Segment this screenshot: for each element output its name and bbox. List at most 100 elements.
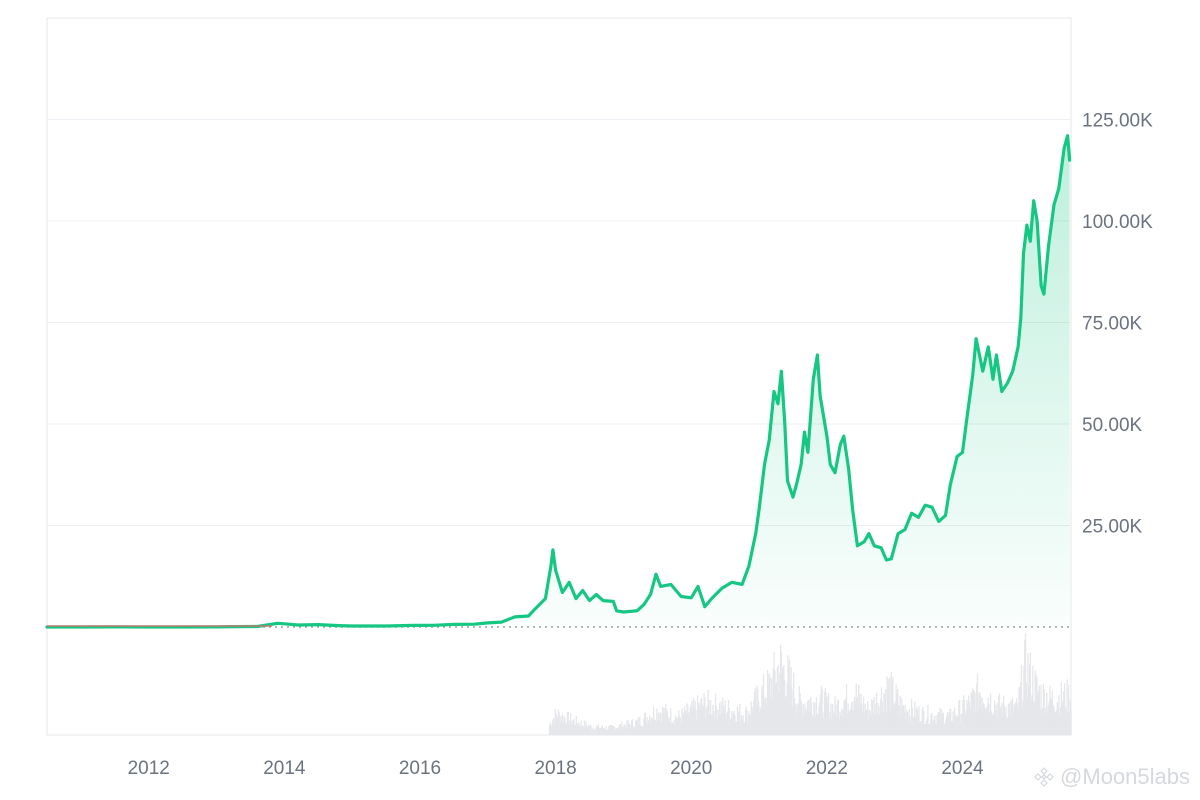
volume-bar <box>626 724 629 735</box>
volume-bar <box>631 719 634 735</box>
volume-bar <box>765 698 767 735</box>
volume-bar <box>690 704 692 735</box>
volume-bar <box>1069 699 1071 735</box>
volume-bar <box>668 717 670 735</box>
volume-bar <box>736 706 739 735</box>
price-line <box>45 134 1072 629</box>
volume-bar <box>1035 674 1037 735</box>
volume-bar <box>806 701 809 735</box>
volume-bar <box>701 697 703 735</box>
x-tick-label: 2018 <box>534 758 576 779</box>
volume-bar <box>871 700 874 735</box>
volume-bar <box>609 724 612 735</box>
volume-bar <box>954 707 956 735</box>
volume-bar <box>1068 712 1071 735</box>
volume-bar <box>1007 703 1010 735</box>
volume-bar <box>642 726 644 735</box>
volume-bar <box>631 720 633 735</box>
volume-bar <box>985 708 987 735</box>
volume-bar <box>888 679 890 735</box>
binance-diamond-icon <box>1034 767 1054 787</box>
volume-bar <box>886 676 888 735</box>
volume-bar <box>679 716 681 735</box>
volume-bar <box>630 727 632 735</box>
volume-bar <box>867 701 869 735</box>
volume-bar <box>731 716 734 735</box>
volume-bar <box>813 701 815 735</box>
volume-bar <box>638 725 640 735</box>
volume-bar <box>893 705 895 735</box>
volume-bar <box>796 713 798 735</box>
volume-bar <box>810 702 813 735</box>
volume-bar <box>754 688 757 735</box>
volume-bar <box>646 717 648 735</box>
volume-bar <box>898 706 901 735</box>
volume-bar <box>648 720 650 735</box>
volume-bar <box>582 725 584 735</box>
volume-bar <box>1033 703 1036 735</box>
volume-bar <box>934 723 936 735</box>
volume-bar <box>793 697 796 735</box>
volume-bar <box>600 727 603 735</box>
volume-bar <box>866 709 868 735</box>
volume-bar <box>941 709 943 735</box>
volume-bar <box>707 689 709 735</box>
volume-bar <box>714 719 716 735</box>
volume-bar <box>880 687 883 735</box>
volume-bar <box>1046 711 1049 735</box>
volume-bar <box>748 715 750 735</box>
volume-bar <box>611 725 613 735</box>
volume-bar <box>622 730 624 735</box>
volume-bar <box>667 718 669 735</box>
volume-bar <box>752 713 754 735</box>
volume-bar <box>995 704 997 735</box>
volume-bar <box>757 701 760 735</box>
volume-bar <box>840 708 843 735</box>
volume-bar <box>956 717 958 735</box>
volume-bar <box>575 715 577 735</box>
volume-bar <box>831 718 833 735</box>
volume-bar <box>684 710 687 735</box>
volume-bar <box>1023 666 1025 735</box>
volume-bar <box>832 704 834 735</box>
volume-bar <box>1003 705 1006 735</box>
volume-bar <box>759 707 761 735</box>
volume-bar <box>959 721 962 735</box>
volume-bar <box>580 720 582 735</box>
volume-bar <box>782 668 784 735</box>
volume-bar <box>855 683 857 735</box>
volume-bar <box>821 688 823 735</box>
volume-bar <box>570 724 573 735</box>
volume-bar <box>738 711 740 735</box>
volume-bar <box>1012 711 1014 735</box>
volume-bar <box>644 713 646 735</box>
volume-bar <box>867 719 870 735</box>
volume-bar <box>946 712 949 735</box>
volume-bar <box>559 723 561 735</box>
volume-bar <box>649 723 652 735</box>
volume-bar <box>1059 707 1062 735</box>
volume-bar <box>899 695 901 735</box>
volume-bar <box>597 723 599 735</box>
x-tick-label: 2012 <box>128 758 170 779</box>
volume-bar <box>841 716 844 735</box>
volume-bar <box>896 693 898 735</box>
volume-bar <box>579 727 582 735</box>
volume-bar <box>975 712 977 735</box>
volume-bar <box>958 701 960 735</box>
volume-bar <box>805 708 807 735</box>
volume-bar <box>755 705 757 735</box>
volume-bar <box>756 685 758 735</box>
volume-bar <box>878 706 880 735</box>
volume-bar <box>953 718 955 735</box>
volume-bar <box>616 727 618 735</box>
volume-bar <box>1062 700 1064 735</box>
y-tick-label: 125.00K <box>1082 111 1153 132</box>
volume-bar <box>938 712 940 735</box>
volume-bar <box>958 699 961 735</box>
volume-bar <box>810 696 812 735</box>
volume-bar <box>729 720 731 735</box>
volume-bar <box>988 703 990 735</box>
volume-bar <box>920 723 923 735</box>
volume-bar <box>1050 698 1052 735</box>
